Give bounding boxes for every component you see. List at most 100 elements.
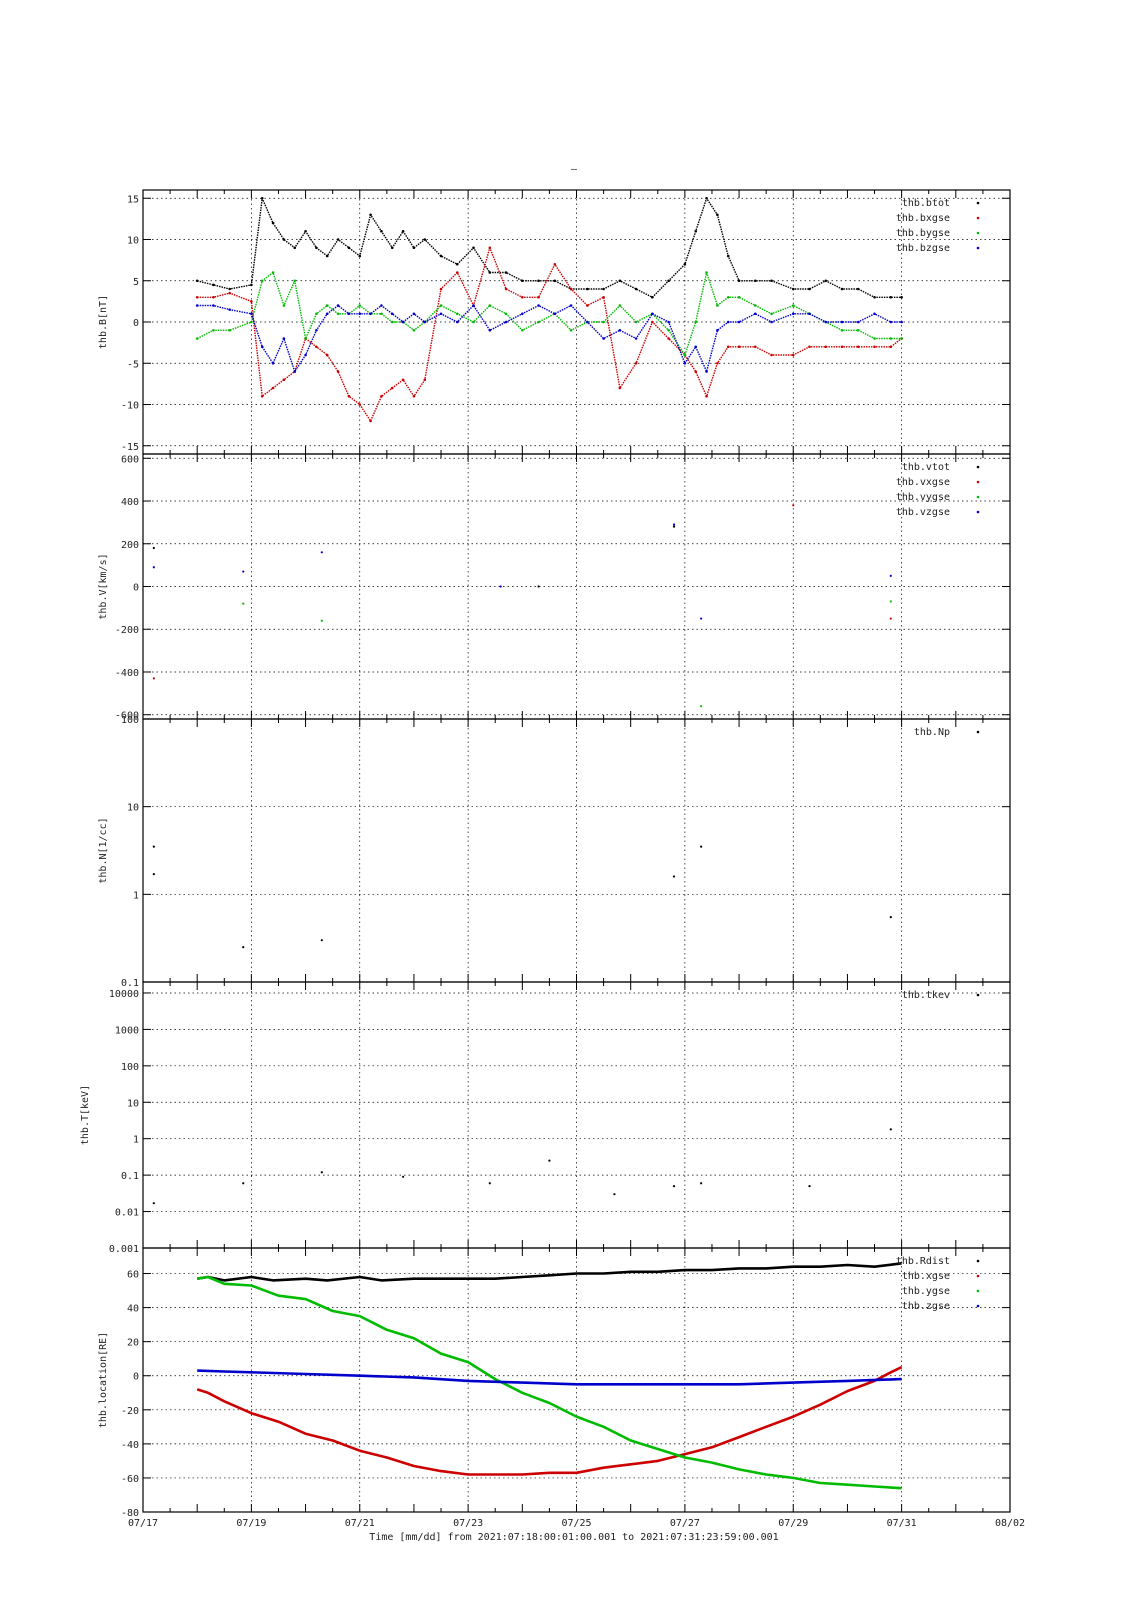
data-point — [271, 386, 275, 390]
panel-location: -80 -60 -40 -20 0 20 40 60 thb.location[RE] thb.R… — [98, 1247, 1011, 1519]
data-point — [521, 328, 524, 332]
data-point — [304, 353, 307, 357]
data-point — [390, 320, 394, 324]
legend-label: thb.tkev — [902, 990, 950, 1001]
data-point — [618, 386, 622, 390]
data-point — [553, 279, 557, 283]
y-tick-label: 0 — [133, 1372, 139, 1383]
data-point — [791, 353, 795, 357]
data-point — [808, 312, 811, 316]
data-point — [412, 312, 416, 316]
data-point — [315, 328, 318, 332]
legend-marker — [976, 993, 980, 997]
y-tick-label: 1 — [133, 890, 139, 901]
data-point — [873, 337, 876, 340]
data-point — [667, 279, 670, 283]
data-point — [347, 312, 351, 316]
data-point — [754, 312, 757, 316]
data-point — [250, 283, 253, 287]
x-tick-label: 07/19 — [236, 1518, 266, 1529]
data-point — [726, 254, 730, 258]
data-point — [873, 345, 876, 349]
data-point — [455, 320, 459, 324]
legend-marker — [976, 231, 980, 235]
series-line — [197, 1369, 902, 1386]
data-point — [228, 287, 231, 291]
data-point — [791, 304, 795, 307]
data-point — [770, 353, 773, 357]
data-point — [808, 345, 811, 349]
data-point — [242, 602, 245, 605]
data-point — [488, 304, 492, 307]
data-point — [242, 946, 245, 949]
data-point — [889, 915, 892, 919]
data-point — [380, 312, 383, 316]
data-point — [250, 320, 253, 324]
data-point — [358, 254, 362, 258]
data-point — [228, 291, 231, 295]
series-thb.xgse — [196, 1366, 903, 1476]
y-tick-label: 60 — [127, 1270, 139, 1281]
data-point — [271, 361, 275, 365]
legend-label: thb.Np — [914, 727, 950, 738]
x-tick-label: 07/17 — [128, 1518, 158, 1529]
legend-label: thb.bygse — [896, 228, 950, 239]
data-point — [824, 345, 828, 349]
data-point — [325, 254, 329, 258]
y-tick-label: 0 — [133, 583, 139, 594]
data-point — [369, 312, 372, 316]
data-point — [808, 287, 811, 291]
y-tick-label: 1 — [133, 1135, 139, 1146]
data-point — [586, 304, 589, 307]
data-point — [260, 345, 264, 349]
data-point — [840, 328, 844, 332]
data-point — [250, 312, 253, 316]
y-tick-label: 0.1 — [121, 978, 139, 989]
legend-label: thb.vygse — [896, 492, 950, 503]
y-axis-title: thb.B[nT] — [98, 295, 109, 349]
data-point — [325, 304, 329, 307]
y-tick-label: 0.1 — [121, 1171, 139, 1182]
data-point — [889, 600, 892, 603]
series-thb.tkev — [152, 1128, 892, 1205]
legend-label: thb.zgse — [902, 1301, 950, 1312]
data-point — [770, 279, 773, 283]
series-thb.bzgse — [195, 304, 903, 373]
y-tick-label: 0.001 — [109, 1244, 139, 1255]
data-point — [569, 328, 573, 332]
time-caption: Time [mm/dd] from 2021:07:18:00:01:00.00… — [369, 1532, 778, 1543]
data-point — [369, 419, 372, 423]
data-point — [683, 353, 687, 357]
data-point — [488, 246, 492, 250]
data-point — [347, 394, 351, 398]
data-point — [499, 585, 502, 588]
data-point — [856, 345, 860, 349]
data-point — [504, 312, 508, 316]
data-point — [672, 1185, 676, 1188]
x-tick-label: 07/21 — [345, 1518, 375, 1529]
series-thb.vtot — [152, 525, 676, 588]
legend-marker — [976, 1259, 980, 1263]
data-point — [488, 271, 492, 274]
series-thb.vygse — [242, 600, 892, 708]
data-point — [683, 361, 687, 365]
legend-marker — [976, 1274, 980, 1278]
legend-label: thb.bxgse — [896, 213, 950, 224]
data-point — [537, 304, 540, 307]
data-point — [716, 328, 719, 332]
data-point — [282, 378, 286, 382]
data-point — [504, 287, 508, 291]
y-axis: -15 -10 -5 0 5 10 15 thb.B[nT] — [98, 194, 1010, 453]
y-tick-label: -600 — [115, 711, 139, 722]
data-point — [325, 312, 329, 316]
y-tick-label: 10 — [127, 803, 139, 814]
legend-marker — [976, 730, 980, 734]
data-marks — [196, 1262, 903, 1490]
data-point — [770, 312, 773, 316]
data-point — [618, 328, 622, 332]
data-point — [152, 1202, 155, 1205]
data-point — [423, 238, 427, 241]
data-point — [439, 254, 443, 258]
data-point — [602, 337, 605, 340]
data-point — [770, 320, 773, 324]
